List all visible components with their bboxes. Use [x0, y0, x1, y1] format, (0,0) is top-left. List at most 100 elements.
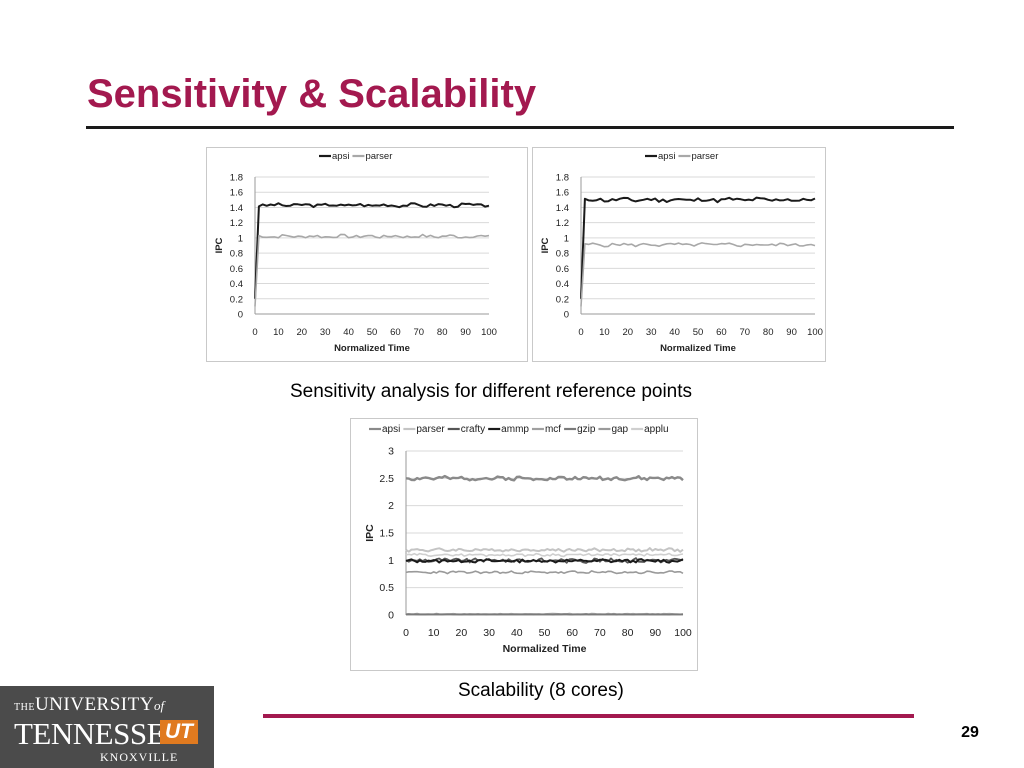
legend-label-apsi: apsi	[332, 151, 349, 162]
y-tick-label: 1.4	[230, 203, 243, 214]
y-tick-label: 1.4	[556, 203, 569, 214]
x-tick-label: 60	[390, 327, 401, 338]
y-tick-label: 0.8	[230, 249, 243, 260]
series-line-apsi	[254, 202, 490, 299]
x-tick-label: 20	[297, 327, 308, 338]
scalability-chart-svg: 00.511.522.530 10 20 30 40 50 60 70 80 90 100Norma…	[364, 424, 692, 655]
y-tick-label: 0.2	[556, 294, 569, 305]
footer-rule	[263, 714, 914, 718]
y-tick-label: 0.5	[379, 582, 394, 594]
x-tick-label: 80	[763, 327, 774, 338]
x-tick-label: 10	[273, 327, 284, 338]
logo-row-university: THEUNIVERSITYof	[14, 694, 164, 716]
series-line-apsi	[405, 474, 684, 482]
sensitivity-chart-left: 0 0.2 0.4 0.6 0.8 1 1.2 1.4 1.6 1.8 0 10 20 30 40 50 60 7…	[206, 147, 528, 362]
y-tick-label: 1.5	[379, 528, 394, 540]
series-line-parser	[405, 547, 684, 553]
x-tick-label: 70	[414, 327, 425, 338]
y-tick-label: 1.6	[556, 188, 569, 199]
legend-label-parser: parser	[416, 424, 445, 435]
y-tick-label: 0	[388, 610, 394, 622]
x-tick-label: 80	[622, 627, 634, 639]
legend-label-parser: parser	[691, 151, 718, 162]
logo-ut-mark: UT	[160, 720, 198, 744]
series-line-gzip	[405, 613, 684, 616]
sensitivity-chart-left-svg: 0 0.2 0.4 0.6 0.8 1 1.2 1.4 1.6 1.8 0 10 20 30 40 50 60 7…	[214, 151, 497, 354]
y-axis-title: IPC	[540, 237, 551, 253]
x-tick-label: 60	[566, 627, 578, 639]
x-tick-label: 10	[428, 627, 440, 639]
y-tick-label: 0	[564, 310, 569, 321]
slide-title: Sensitivity & Scalability	[87, 72, 537, 116]
x-tick-label: 50	[539, 627, 551, 639]
sensitivity-chart-right: 0 0.2 0.4 0.6 0.8 1 1.2 1.4 1.6 1.8 0 10 20 30 40 50 60 7…	[532, 147, 826, 362]
x-tick-label: 20	[456, 627, 468, 639]
y-tick-label: 1.6	[230, 188, 243, 199]
series-line-parser	[254, 233, 490, 307]
legend-label-gzip: gzip	[577, 424, 596, 435]
legend-label-applu: applu	[644, 424, 668, 435]
caption-sensitivity: Sensitivity analysis for different refer…	[290, 381, 693, 402]
logo-tennessee: TENNESSEE	[14, 716, 184, 751]
page-number: 29	[961, 724, 979, 741]
legend-label-crafty: crafty	[461, 424, 485, 435]
x-tick-label: 90	[786, 327, 797, 338]
legend-label-apsi: apsi	[382, 424, 400, 435]
scalability-chart: 0 0.5 1 1.5 2 2.5 3 0 10 20 30 40 50 60 70 80 90 100 Norma…	[350, 418, 698, 671]
y-tick-label: 3	[388, 446, 394, 458]
logo-of: of	[153, 698, 165, 713]
logo-university: UNIVERSITY	[34, 694, 154, 715]
series-line-parser	[580, 242, 816, 307]
university-logo: THEUNIVERSITYof TENNESSEE UT KNOXVILLE	[0, 686, 214, 768]
x-tick-label: 0	[252, 327, 257, 338]
series-line-apsi	[580, 196, 816, 299]
x-tick-label: 30	[646, 327, 657, 338]
x-axis-title: Normalized Time	[503, 643, 587, 655]
x-tick-label: 40	[669, 327, 680, 338]
y-tick-label: 1	[238, 233, 243, 244]
caption-scalability: Scalability (8 cores)	[458, 680, 624, 701]
x-tick-label: 70	[740, 327, 751, 338]
legend-label-gap: gap	[611, 424, 628, 435]
y-tick-label: 0.8	[556, 249, 569, 260]
y-tick-label: 1.8	[230, 173, 243, 184]
y-tick-label: 0.4	[230, 279, 243, 290]
y-tick-label: 1	[564, 233, 569, 244]
y-tick-label: 2	[388, 500, 394, 512]
y-tick-label: 1.2	[556, 218, 569, 229]
logo-the: THE	[14, 702, 35, 713]
y-tick-label: 2.5	[379, 473, 394, 485]
x-tick-label: 60	[716, 327, 727, 338]
y-tick-label: 1.8	[556, 173, 569, 184]
x-tick-label: 20	[623, 327, 634, 338]
legend-label-apsi: apsi	[658, 151, 675, 162]
x-tick-label: 100	[807, 327, 823, 338]
x-tick-label: 70	[594, 627, 606, 639]
x-tick-label: 80	[437, 327, 448, 338]
x-tick-label: 30	[320, 327, 331, 338]
y-axis-title: IPC	[364, 524, 376, 542]
legend-label-mcf: mcf	[545, 424, 561, 435]
x-tick-label: 10	[599, 327, 610, 338]
x-tick-label: 30	[483, 627, 495, 639]
legend-label-ammp: ammp	[501, 424, 529, 435]
y-tick-label: 0.6	[230, 264, 243, 275]
title-rule	[86, 126, 954, 129]
y-tick-label: 0	[238, 310, 243, 321]
sensitivity-chart-right-svg: 0 0.2 0.4 0.6 0.8 1 1.2 1.4 1.6 1.8 0 10 20 30 40 50 60 7…	[540, 151, 823, 354]
x-tick-label: 40	[511, 627, 523, 639]
legend-label-parser: parser	[365, 151, 392, 162]
x-tick-label: 0	[403, 627, 409, 639]
x-tick-label: 50	[693, 327, 704, 338]
y-tick-label: 0.2	[230, 294, 243, 305]
x-tick-label: 40	[343, 327, 354, 338]
y-tick-label: 0.4	[556, 279, 569, 290]
x-axis-title: Normalized Time	[660, 343, 736, 354]
y-tick-label: 1.2	[230, 218, 243, 229]
x-tick-label: 90	[460, 327, 471, 338]
series-line-ammp	[405, 558, 684, 564]
x-tick-label: 100	[481, 327, 497, 338]
y-axis-title: IPC	[214, 237, 225, 253]
y-tick-label: 0.6	[556, 264, 569, 275]
x-tick-label: 90	[649, 627, 661, 639]
